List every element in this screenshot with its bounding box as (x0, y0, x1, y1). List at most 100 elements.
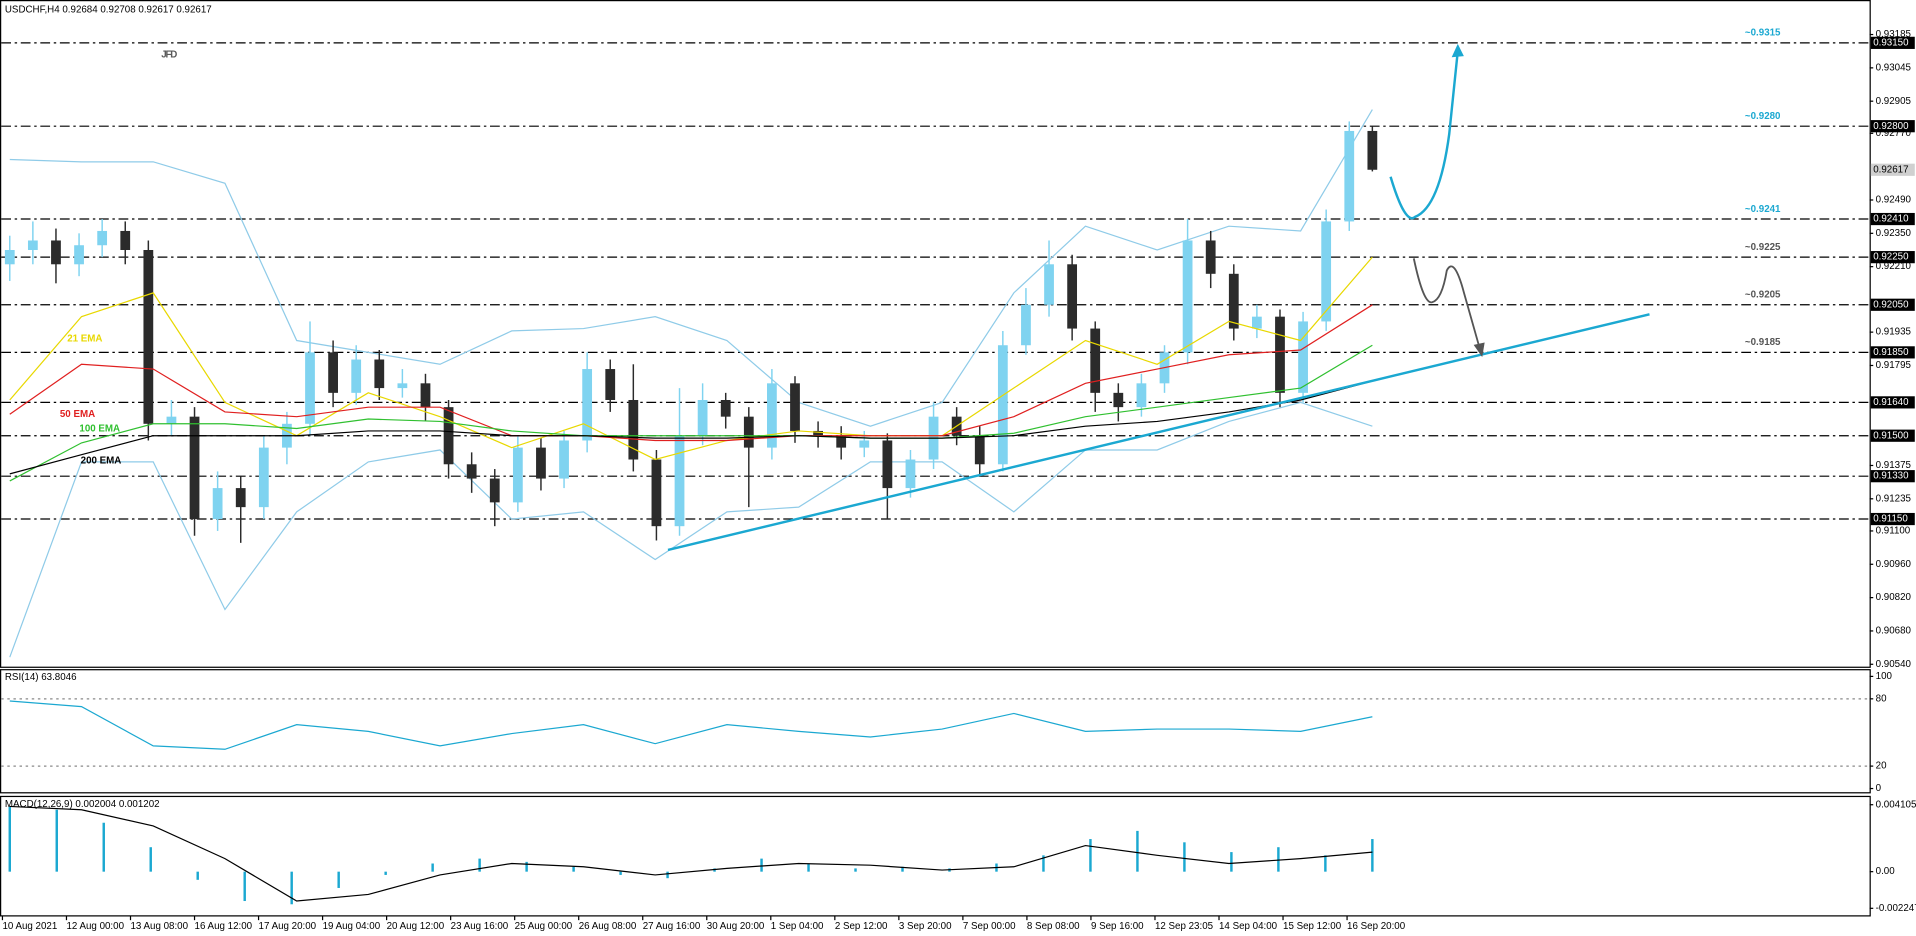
macd-bar (572, 866, 575, 872)
x-tick-label: 12 Sep 23:05 (1155, 921, 1214, 932)
y-tick-label: 0.92770 (1876, 128, 1912, 139)
level-label: 0.91330 (1873, 471, 1909, 482)
candle-body (559, 440, 569, 479)
y-tick-label: 0.90820 (1876, 592, 1912, 603)
x-tick-label: 30 Aug 20:00 (707, 921, 765, 932)
y-tick-label: -0.002247 (1876, 903, 1916, 914)
candle-body (512, 447, 523, 503)
level-label: 0.91150 (1873, 514, 1908, 525)
chart-title: USDCHF,H4 0.92684 0.92708 0.92617 0.9261… (5, 4, 212, 15)
candle-body (1205, 240, 1216, 274)
y-tick-label: 0.91795 (1876, 360, 1912, 371)
macd-bar (337, 871, 340, 888)
x-tick-label: 2 Sep 12:00 (835, 921, 888, 932)
macd-bar (1089, 839, 1092, 872)
candle-body (997, 345, 1008, 465)
y-tick-label: 0.92490 (1876, 195, 1912, 206)
x-tick-label: 20 Aug 12:00 (387, 921, 445, 932)
macd-bar (55, 809, 58, 872)
marks: 0.93185 0.93045 0.92905 0.92770 0.92490 0.923… (1, 4, 1916, 932)
level-label: 0.91850 (1873, 347, 1909, 358)
level-annotation: ~0.9315 (1745, 28, 1781, 39)
candle-body (489, 478, 500, 503)
level-label-box (1870, 346, 1915, 359)
level-annotation: ~0.9225 (1745, 242, 1781, 253)
candle-body (1321, 221, 1332, 322)
y-tick-label: 0.004105 (1876, 799, 1916, 810)
macd-bar (1230, 852, 1233, 872)
ema-line (9, 380, 1373, 475)
x-tick-label: 12 Aug 00:00 (66, 921, 124, 932)
macd-bar (1183, 842, 1186, 872)
candle-body (1182, 240, 1193, 353)
level-label-box (1870, 251, 1915, 264)
x-tick-label: 27 Aug 16:00 (643, 921, 701, 932)
x-tick-label: 3 Sep 20:00 (899, 921, 952, 932)
macd-bar (1324, 855, 1327, 872)
macd-bar (1042, 855, 1045, 872)
candle-body (859, 440, 870, 448)
candle-body (1067, 264, 1078, 329)
y-tick-label: 80 (1876, 693, 1887, 704)
macd-bar (478, 858, 481, 872)
candle-body (536, 447, 546, 479)
x-tick-label: 23 Aug 16:00 (451, 921, 509, 932)
candle-body (166, 416, 177, 424)
x-tick-label: 25 Aug 00:00 (515, 921, 573, 932)
x-tick-label: 19 Aug 04:00 (323, 921, 381, 932)
y-tick-label: 0.91235 (1876, 493, 1912, 504)
y-tick-label: 0.91935 (1876, 327, 1912, 338)
y-tick-label: 0.92350 (1876, 228, 1912, 239)
candle-body (628, 399, 639, 460)
candle-body (143, 249, 154, 424)
signal-line (9, 805, 1373, 902)
x-tick-label: 14 Sep 04:00 (1219, 921, 1278, 932)
bearish-path (1412, 258, 1481, 349)
arrow-head (1473, 342, 1485, 358)
level-annotation: ~0.9185 (1745, 337, 1781, 348)
y-tick-label: 0.91375 (1876, 460, 1912, 471)
y-tick-label: 0.00 (1876, 866, 1896, 877)
candle-body (4, 249, 15, 265)
x-tick-label: 16 Sep 20:00 (1347, 921, 1406, 932)
candle-body (790, 383, 800, 431)
x-tick-label: 8 Sep 08:00 (1027, 921, 1080, 932)
y-tick-label: 0 (1876, 783, 1882, 794)
ema-label: 21 EMA (67, 333, 102, 344)
level-label: 0.92800 (1873, 121, 1909, 132)
candle-body (1367, 130, 1378, 170)
candle-body (582, 369, 593, 441)
candle-body (27, 240, 38, 250)
candle-body (120, 230, 131, 250)
level-annotation: ~0.9205 (1745, 290, 1781, 301)
macd-bar (619, 871, 622, 875)
macd-bar (149, 847, 152, 872)
main-panel (0, 0, 1871, 668)
trendline (667, 313, 1650, 552)
candle-body (720, 399, 731, 417)
y-tick-label: 0.93045 (1876, 62, 1912, 73)
ema-label: 50 EMA (60, 409, 95, 420)
y-tick-label: 0.90540 (1876, 659, 1912, 670)
macd-bar (1136, 830, 1139, 872)
candle-body (235, 488, 246, 508)
ema-label: 200 EMA (81, 455, 122, 466)
ema-label: 100 EMA (79, 424, 120, 435)
macd-bar (760, 858, 763, 872)
bollinger-band (9, 109, 1373, 427)
macd-bar (243, 871, 246, 902)
x-tick-label: 26 Aug 08:00 (579, 921, 637, 932)
x-tick-label: 16 Aug 12:00 (195, 921, 253, 932)
level-label: 0.92410 (1873, 214, 1909, 225)
macd-bar (384, 871, 387, 875)
level-label-box (1870, 470, 1915, 483)
candle-body (351, 359, 362, 393)
level-label: 0.92250 (1873, 252, 1909, 263)
candle-body (212, 488, 223, 520)
ema-line (9, 304, 1373, 442)
level-label: 0.92050 (1873, 299, 1909, 310)
candle-body (1344, 130, 1355, 222)
candle-body (905, 459, 916, 489)
y-tick-label: 0.92210 (1876, 261, 1912, 272)
macd-bar (1277, 847, 1280, 872)
